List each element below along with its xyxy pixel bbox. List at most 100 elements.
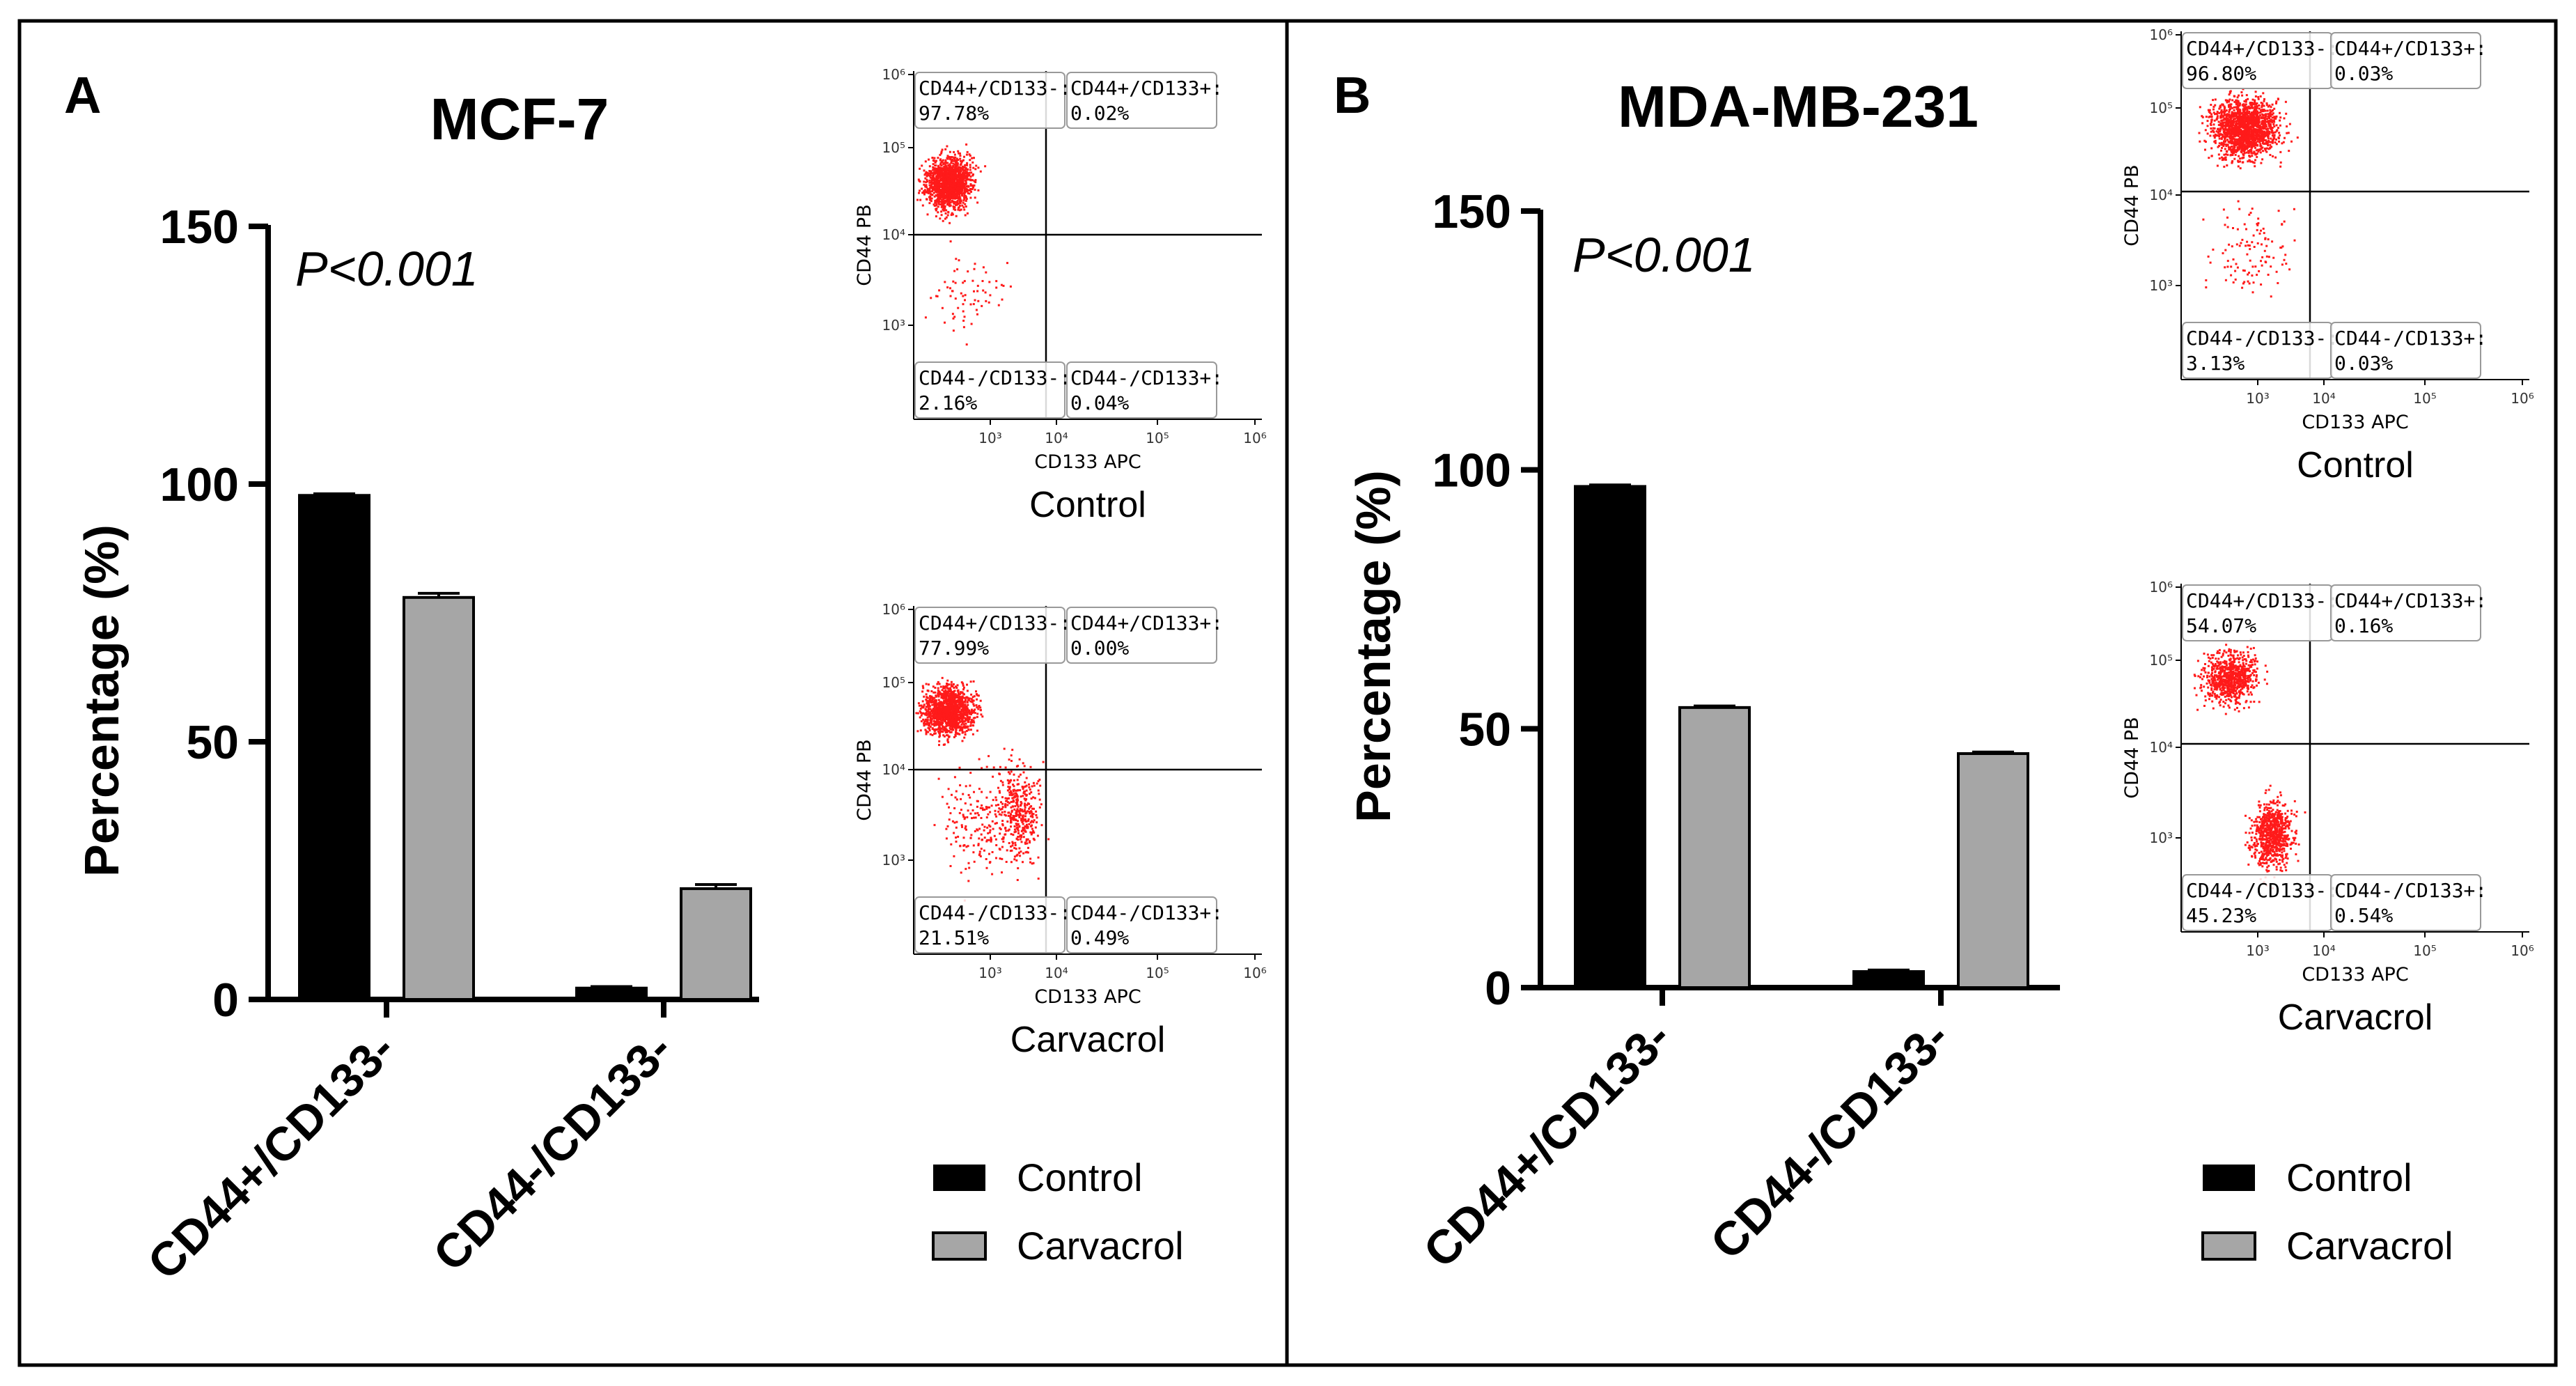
flow-event-dot	[942, 728, 945, 731]
flow-event-dot	[1008, 780, 1010, 783]
flow-event-dot	[926, 191, 928, 194]
flow-event-dot	[940, 166, 943, 169]
flow-event-dot	[2238, 155, 2240, 157]
flow-event-dot	[937, 211, 939, 214]
flow-event-dot	[936, 683, 939, 685]
flow-event-dot	[2251, 118, 2254, 121]
flow-event-dot	[926, 713, 929, 715]
flow-event-dot	[954, 174, 957, 177]
flow-event-dot	[960, 163, 962, 166]
flow-event-dot	[1000, 801, 1002, 804]
flow-event-dot	[971, 721, 974, 724]
flow-event-dot	[2254, 120, 2256, 123]
flow-event-dot	[967, 862, 970, 864]
flow-event-dot	[961, 194, 964, 196]
flow-event-dot	[950, 174, 953, 177]
flow-event-dot	[946, 145, 949, 148]
flow-event-dot	[925, 718, 928, 721]
flow-event-dot	[2222, 103, 2224, 106]
flow-event-dot	[2210, 116, 2213, 118]
flow-event-dot	[2225, 114, 2228, 116]
flow-event-dot	[939, 192, 942, 194]
flow-caption: Control	[1029, 485, 1146, 525]
flow-event-dot	[948, 165, 951, 168]
flow-event-dot	[937, 699, 940, 701]
flow-event-dot	[976, 713, 979, 715]
flow-event-dot	[1017, 823, 1020, 826]
flow-event-dot	[1009, 816, 1012, 819]
flow-event-dot	[935, 203, 938, 205]
flow-event-dot	[1016, 879, 1019, 881]
flow-event-dot	[933, 723, 936, 726]
flow-event-dot	[957, 191, 960, 194]
flow-event-dot	[935, 715, 937, 718]
flow-event-dot	[953, 713, 956, 716]
flow-event-dot	[955, 181, 958, 184]
flow-event-dot	[946, 710, 949, 713]
flow-event-dot	[2234, 153, 2237, 156]
flow-event-dot	[1034, 826, 1037, 829]
flow-event-dot	[2267, 120, 2270, 123]
flow-event-dot	[1031, 824, 1033, 827]
flow-event-dot	[946, 739, 949, 742]
flow-event-dot	[968, 866, 971, 869]
flow-event-dot	[2233, 131, 2235, 134]
flow-event-dot	[1012, 790, 1015, 793]
flow-event-dot	[2252, 135, 2255, 138]
flow-event-dot	[962, 166, 965, 169]
flow-event-dot	[2243, 152, 2246, 155]
flow-event-dot	[2248, 110, 2251, 113]
flow-event-dot	[930, 183, 933, 186]
flow-event-dot	[942, 718, 945, 721]
flow-event-dot	[2225, 123, 2228, 126]
flow-event-dot	[962, 707, 965, 709]
flow-event-dot	[1004, 827, 1007, 829]
flow-event-dot	[969, 166, 971, 169]
flow-event-dot	[959, 721, 962, 723]
flow-event-dot	[976, 706, 978, 709]
flow-event-dot	[925, 712, 928, 715]
flow-event-dot	[2212, 127, 2215, 130]
flow-event-dot	[1015, 794, 1018, 797]
flow-event-dot	[2256, 143, 2259, 146]
flow-ylabel: CD44 PB	[854, 739, 875, 820]
flow-event-dot	[935, 728, 938, 731]
flow-event-dot	[965, 718, 967, 721]
flow-event-dot	[939, 705, 942, 708]
flow-event-dot	[2223, 109, 2226, 111]
flow-event-dot	[2263, 120, 2266, 123]
flow-event-dot	[944, 689, 947, 692]
flow-event-dot	[2231, 137, 2234, 140]
flow-event-dot	[923, 724, 926, 727]
flow-event-dot	[962, 836, 965, 839]
flow-event-dot	[1001, 820, 1004, 823]
flow-event-dot	[951, 213, 954, 216]
flow-event-dot	[2268, 132, 2271, 135]
flow-event-dot	[947, 704, 950, 707]
flow-event-dot	[927, 690, 930, 692]
quadrant-label-tl: CD44+/CD133-:	[919, 612, 1071, 634]
flow-event-dot	[966, 171, 968, 173]
flow-event-dot	[1028, 811, 1031, 813]
flow-event-dot	[915, 712, 918, 715]
flow-event-dot	[2268, 117, 2271, 120]
flow-event-dot	[976, 313, 978, 316]
flow-event-dot	[1022, 795, 1024, 797]
flow-event-dot	[957, 835, 960, 838]
flow-event-dot	[942, 186, 945, 189]
flow-event-dot	[2256, 110, 2258, 113]
flow-event-dot	[2256, 153, 2258, 155]
flow-event-dot	[953, 192, 955, 195]
flow-event-dot	[953, 176, 955, 178]
flow-event-dot	[930, 722, 932, 724]
flow-event-dot	[927, 731, 930, 733]
flow-event-dot	[2269, 124, 2272, 127]
flow-event-dot	[989, 825, 992, 828]
quadrant-value-tl: 97.78%	[919, 102, 989, 125]
flow-event-dot	[930, 181, 932, 184]
flow-event-dot	[2261, 113, 2264, 116]
flow-event-dot	[962, 682, 965, 685]
flow-event-dot	[1028, 783, 1030, 786]
flow-event-dot	[2249, 118, 2252, 121]
flow-event-dot	[939, 196, 942, 198]
